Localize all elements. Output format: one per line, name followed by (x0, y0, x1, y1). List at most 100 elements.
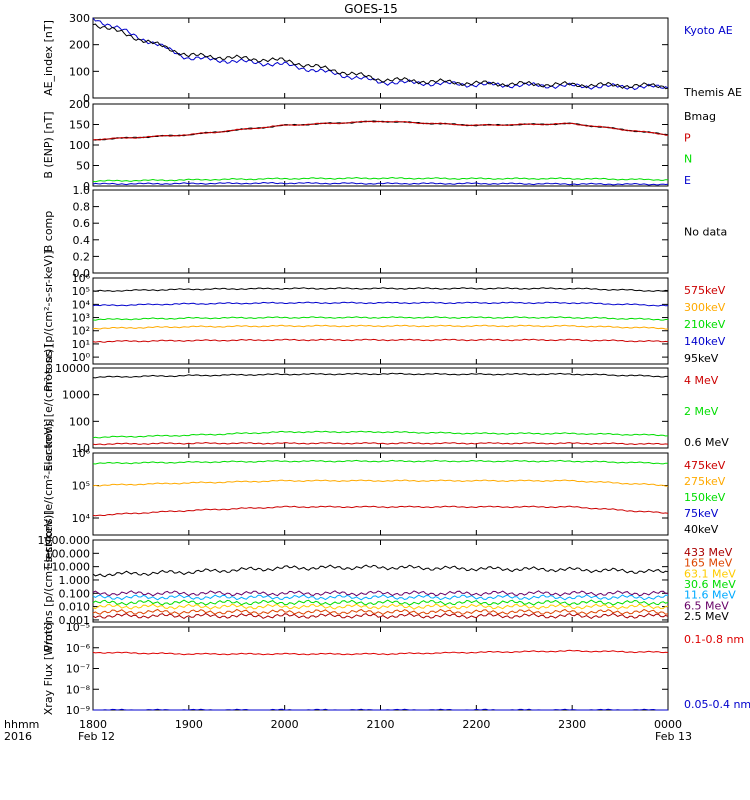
series-line-0-05-0-4-nm (93, 708, 668, 711)
y-tick-label: 10⁶ (72, 272, 91, 285)
y-axis-label: B comp (42, 211, 55, 253)
series-line-2-5-mev (92, 564, 669, 578)
time-row-label-hhmm: hhmm (4, 718, 39, 731)
legend-bmag: Bmag (684, 110, 716, 123)
y-tick-label: 10³ (72, 312, 90, 325)
time-tick-label: 2100 (367, 718, 395, 731)
series-line-300kev (92, 324, 669, 330)
series-line-475kev (92, 505, 669, 517)
y-tick-label: 10000 (55, 362, 90, 375)
legend-275kev: 275keV (684, 475, 726, 488)
legend-210kev: 210keV (684, 318, 726, 331)
series-line-30-6-mev (92, 599, 669, 606)
chart-title: GOES-15 (344, 2, 398, 16)
series-line-themis-ae (92, 23, 669, 90)
series-line-11-6-mev (92, 594, 669, 601)
y-tick-label: 0.6 (73, 217, 91, 230)
y-tick-label: 10⁻⁷ (66, 663, 90, 676)
panel-2: 0 50 100 150 200 B (ENP) [nT] Bmag PNE (42, 98, 716, 193)
series-line-433-mev (92, 612, 669, 619)
series-line-210kev (92, 316, 668, 321)
time-tick-label: 1900 (175, 718, 203, 731)
y-tick-label: 10⁴ (72, 298, 91, 311)
series-line-n (92, 176, 669, 183)
y-tick-label: 1000 (62, 389, 90, 402)
y-tick-label: 10⁻⁸ (66, 683, 91, 696)
legend-300kev: 300keV (684, 301, 726, 314)
legend-433-mev: 433 MeV (684, 546, 733, 559)
legend-75kev: 75keV (684, 507, 719, 520)
legend-6-5-mev: 6.5 MeV (684, 599, 729, 612)
legend-e: E (684, 174, 691, 187)
series-line-bmag (92, 120, 669, 141)
panel-frame (92, 539, 669, 623)
y-tick-label: 0.100 (59, 587, 91, 600)
y-tick-label: 0.010 (59, 601, 91, 614)
y-tick-label: 1.0 (73, 184, 91, 197)
legend-0-05-0-4-nm: 0.05-0.4 nm (684, 698, 750, 711)
series-line-575kev (92, 338, 669, 343)
panel-note-no-data: No data (684, 226, 727, 239)
series-line-e (92, 181, 669, 186)
series-line-6-5-mev (92, 590, 669, 597)
panel-frame (92, 626, 669, 711)
y-tick-label: 10⁻⁶ (66, 642, 91, 655)
y-tick-label: 10² (72, 325, 90, 338)
time-axis: hhmm 2016 Feb 12 Feb 13 1800 1900 2000 2100… (4, 718, 692, 743)
y-tick-label: 1.000 (59, 574, 91, 587)
y-tick-label: 10¹ (72, 338, 90, 351)
legend-475kev: 475keV (684, 459, 726, 472)
series-line-kyoto-ae (92, 17, 669, 91)
time-tick-label: 2200 (462, 718, 490, 731)
panel-frame (92, 452, 669, 536)
legend-165-mev: 165 MeV (684, 557, 733, 570)
series-line-95kev (92, 287, 669, 292)
time-tick-label: 1800 (79, 718, 107, 731)
panel-frame (92, 277, 669, 365)
time-row-label-year: 2016 (4, 730, 32, 743)
time-start-date: Feb 12 (78, 730, 115, 743)
series-line-63-1-mev (92, 603, 668, 610)
time-tick-label: 2000 (271, 718, 299, 731)
legend-575kev: 575keV (684, 284, 726, 297)
y-tick-label: 100 (69, 139, 90, 152)
y-tick-label: 10 (76, 442, 90, 455)
legend-2-5-mev: 2.5 MeV (684, 610, 729, 623)
y-axis-label: AE_index [nT] (42, 20, 55, 96)
legend-kyoto-ae: Kyoto AE (684, 24, 733, 37)
y-axis-label: Electrons [e/(cm²-s-sr)] (42, 344, 55, 471)
y-tick-label: 0 (83, 92, 90, 105)
series-line-275kev (92, 479, 668, 487)
legend-themis-ae: Themis AE (683, 86, 742, 99)
y-axis-label: Xray Flux [W/m²] (42, 622, 55, 715)
panel-1: 0 100 200 300 AE_index [nT] Kyoto AE Themis AE (42, 12, 742, 105)
y-tick-label: 10⁵ (72, 480, 90, 493)
time-tick-label: 2300 (558, 718, 586, 731)
y-tick-label: 1000.000 (38, 534, 91, 547)
legend-150kev: 150keV (684, 491, 726, 504)
legend-63-1-mev: 63.1 MeV (684, 567, 736, 580)
legend-30-6-mev: 30.6 MeV (684, 578, 736, 591)
y-axis-label: Protons [p/(cm²-s-sr-keV)] (42, 510, 55, 651)
panel-8: 10⁻⁹ 10⁻⁸ 10⁻⁷ 10⁻⁶ 10⁻⁵ Xray Flux [W/m²] 0.1-… (42, 621, 750, 717)
panel-7: 0.0010.0100.1001.00010.000100.0001000.00… (38, 510, 737, 651)
legend-2-mev: 2 MeV (684, 405, 719, 418)
y-tick-label: 10⁴ (72, 512, 91, 525)
y-tick-label: 10⁰ (72, 351, 91, 364)
y-tick-label: 50 (76, 160, 90, 173)
legend-n: N (684, 153, 692, 166)
legend-95kev: 95keV (684, 352, 719, 365)
y-tick-label: 0.4 (73, 234, 91, 247)
time-end-date: Feb 13 (655, 730, 692, 743)
y-tick-label: 10.000 (52, 561, 91, 574)
y-tick-label: 0.8 (73, 201, 91, 214)
series-line-150kev (92, 459, 669, 465)
legend-40kev: 40keV (684, 523, 719, 536)
series-line-140kev (92, 301, 669, 307)
legend-140kev: 140keV (684, 335, 726, 348)
y-tick-label: 200 (69, 39, 90, 52)
